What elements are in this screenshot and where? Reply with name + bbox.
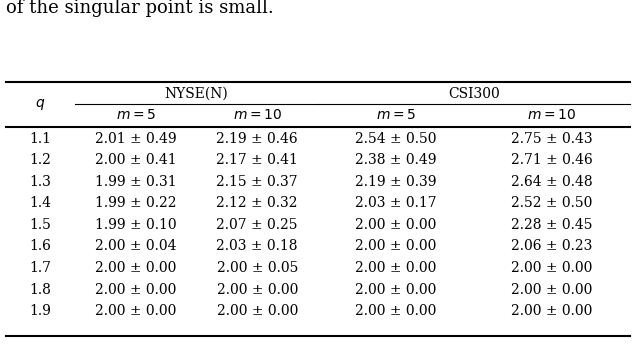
Text: 2.52 ± 0.50: 2.52 ± 0.50 <box>511 197 592 210</box>
Text: 2.15 ± 0.37: 2.15 ± 0.37 <box>216 175 298 189</box>
Text: 1.6: 1.6 <box>30 239 52 254</box>
Text: 2.03 ± 0.18: 2.03 ± 0.18 <box>216 239 298 254</box>
Text: 2.06 ± 0.23: 2.06 ± 0.23 <box>511 239 592 254</box>
Text: 2.19 ± 0.39: 2.19 ± 0.39 <box>355 175 437 189</box>
Text: 2.19 ± 0.46: 2.19 ± 0.46 <box>216 132 298 146</box>
Text: 2.00 ± 0.00: 2.00 ± 0.00 <box>356 239 436 254</box>
Text: $m=10$: $m=10$ <box>527 108 576 122</box>
Text: 2.00 ± 0.00: 2.00 ± 0.00 <box>216 304 298 318</box>
Text: 2.00 ± 0.00: 2.00 ± 0.00 <box>511 283 592 297</box>
Text: 2.00 ± 0.04: 2.00 ± 0.04 <box>95 239 176 254</box>
Text: 2.00 ± 0.00: 2.00 ± 0.00 <box>356 218 436 232</box>
Text: 1.4: 1.4 <box>30 197 52 210</box>
Text: $m=10$: $m=10$ <box>233 108 282 122</box>
Text: 2.03 ± 0.17: 2.03 ± 0.17 <box>355 197 437 210</box>
Text: 1.5: 1.5 <box>30 218 52 232</box>
Text: 2.28 ± 0.45: 2.28 ± 0.45 <box>511 218 593 232</box>
Text: 2.00 ± 0.00: 2.00 ± 0.00 <box>511 261 592 275</box>
Text: 1.99 ± 0.31: 1.99 ± 0.31 <box>95 175 177 189</box>
Text: 1.1: 1.1 <box>30 132 52 146</box>
Text: CSI300: CSI300 <box>448 86 500 100</box>
Text: 2.00 ± 0.00: 2.00 ± 0.00 <box>95 304 176 318</box>
Text: 1.2: 1.2 <box>30 153 52 167</box>
Text: 1.99 ± 0.10: 1.99 ± 0.10 <box>95 218 177 232</box>
Text: $m=5$: $m=5$ <box>376 108 416 122</box>
Text: 2.00 ± 0.00: 2.00 ± 0.00 <box>356 283 436 297</box>
Text: 2.17 ± 0.41: 2.17 ± 0.41 <box>216 153 298 167</box>
Text: 1.7: 1.7 <box>30 261 52 275</box>
Text: 2.12 ± 0.32: 2.12 ± 0.32 <box>216 197 298 210</box>
Text: 2.01 ± 0.49: 2.01 ± 0.49 <box>95 132 177 146</box>
Text: 2.07 ± 0.25: 2.07 ± 0.25 <box>216 218 298 232</box>
Text: 2.00 ± 0.00: 2.00 ± 0.00 <box>216 283 298 297</box>
Text: 2.00 ± 0.00: 2.00 ± 0.00 <box>95 261 176 275</box>
Text: 2.00 ± 0.00: 2.00 ± 0.00 <box>356 304 436 318</box>
Text: of the singular point is small.: of the singular point is small. <box>6 0 274 17</box>
Text: 2.00 ± 0.00: 2.00 ± 0.00 <box>511 304 592 318</box>
Text: $q$: $q$ <box>36 97 46 112</box>
Text: 1.9: 1.9 <box>30 304 52 318</box>
Text: 2.71 ± 0.46: 2.71 ± 0.46 <box>511 153 593 167</box>
Text: 2.00 ± 0.00: 2.00 ± 0.00 <box>356 261 436 275</box>
Text: 2.00 ± 0.05: 2.00 ± 0.05 <box>216 261 298 275</box>
Text: NYSE(N): NYSE(N) <box>165 86 228 100</box>
Text: 1.3: 1.3 <box>30 175 52 189</box>
Text: 2.54 ± 0.50: 2.54 ± 0.50 <box>355 132 437 146</box>
Text: $m=5$: $m=5$ <box>116 108 156 122</box>
Text: 2.00 ± 0.00: 2.00 ± 0.00 <box>95 283 176 297</box>
Text: 2.38 ± 0.49: 2.38 ± 0.49 <box>355 153 437 167</box>
Text: 2.00 ± 0.41: 2.00 ± 0.41 <box>95 153 177 167</box>
Text: 1.8: 1.8 <box>30 283 52 297</box>
Text: 2.64 ± 0.48: 2.64 ± 0.48 <box>511 175 593 189</box>
Text: 2.75 ± 0.43: 2.75 ± 0.43 <box>511 132 593 146</box>
Text: 1.99 ± 0.22: 1.99 ± 0.22 <box>95 197 176 210</box>
